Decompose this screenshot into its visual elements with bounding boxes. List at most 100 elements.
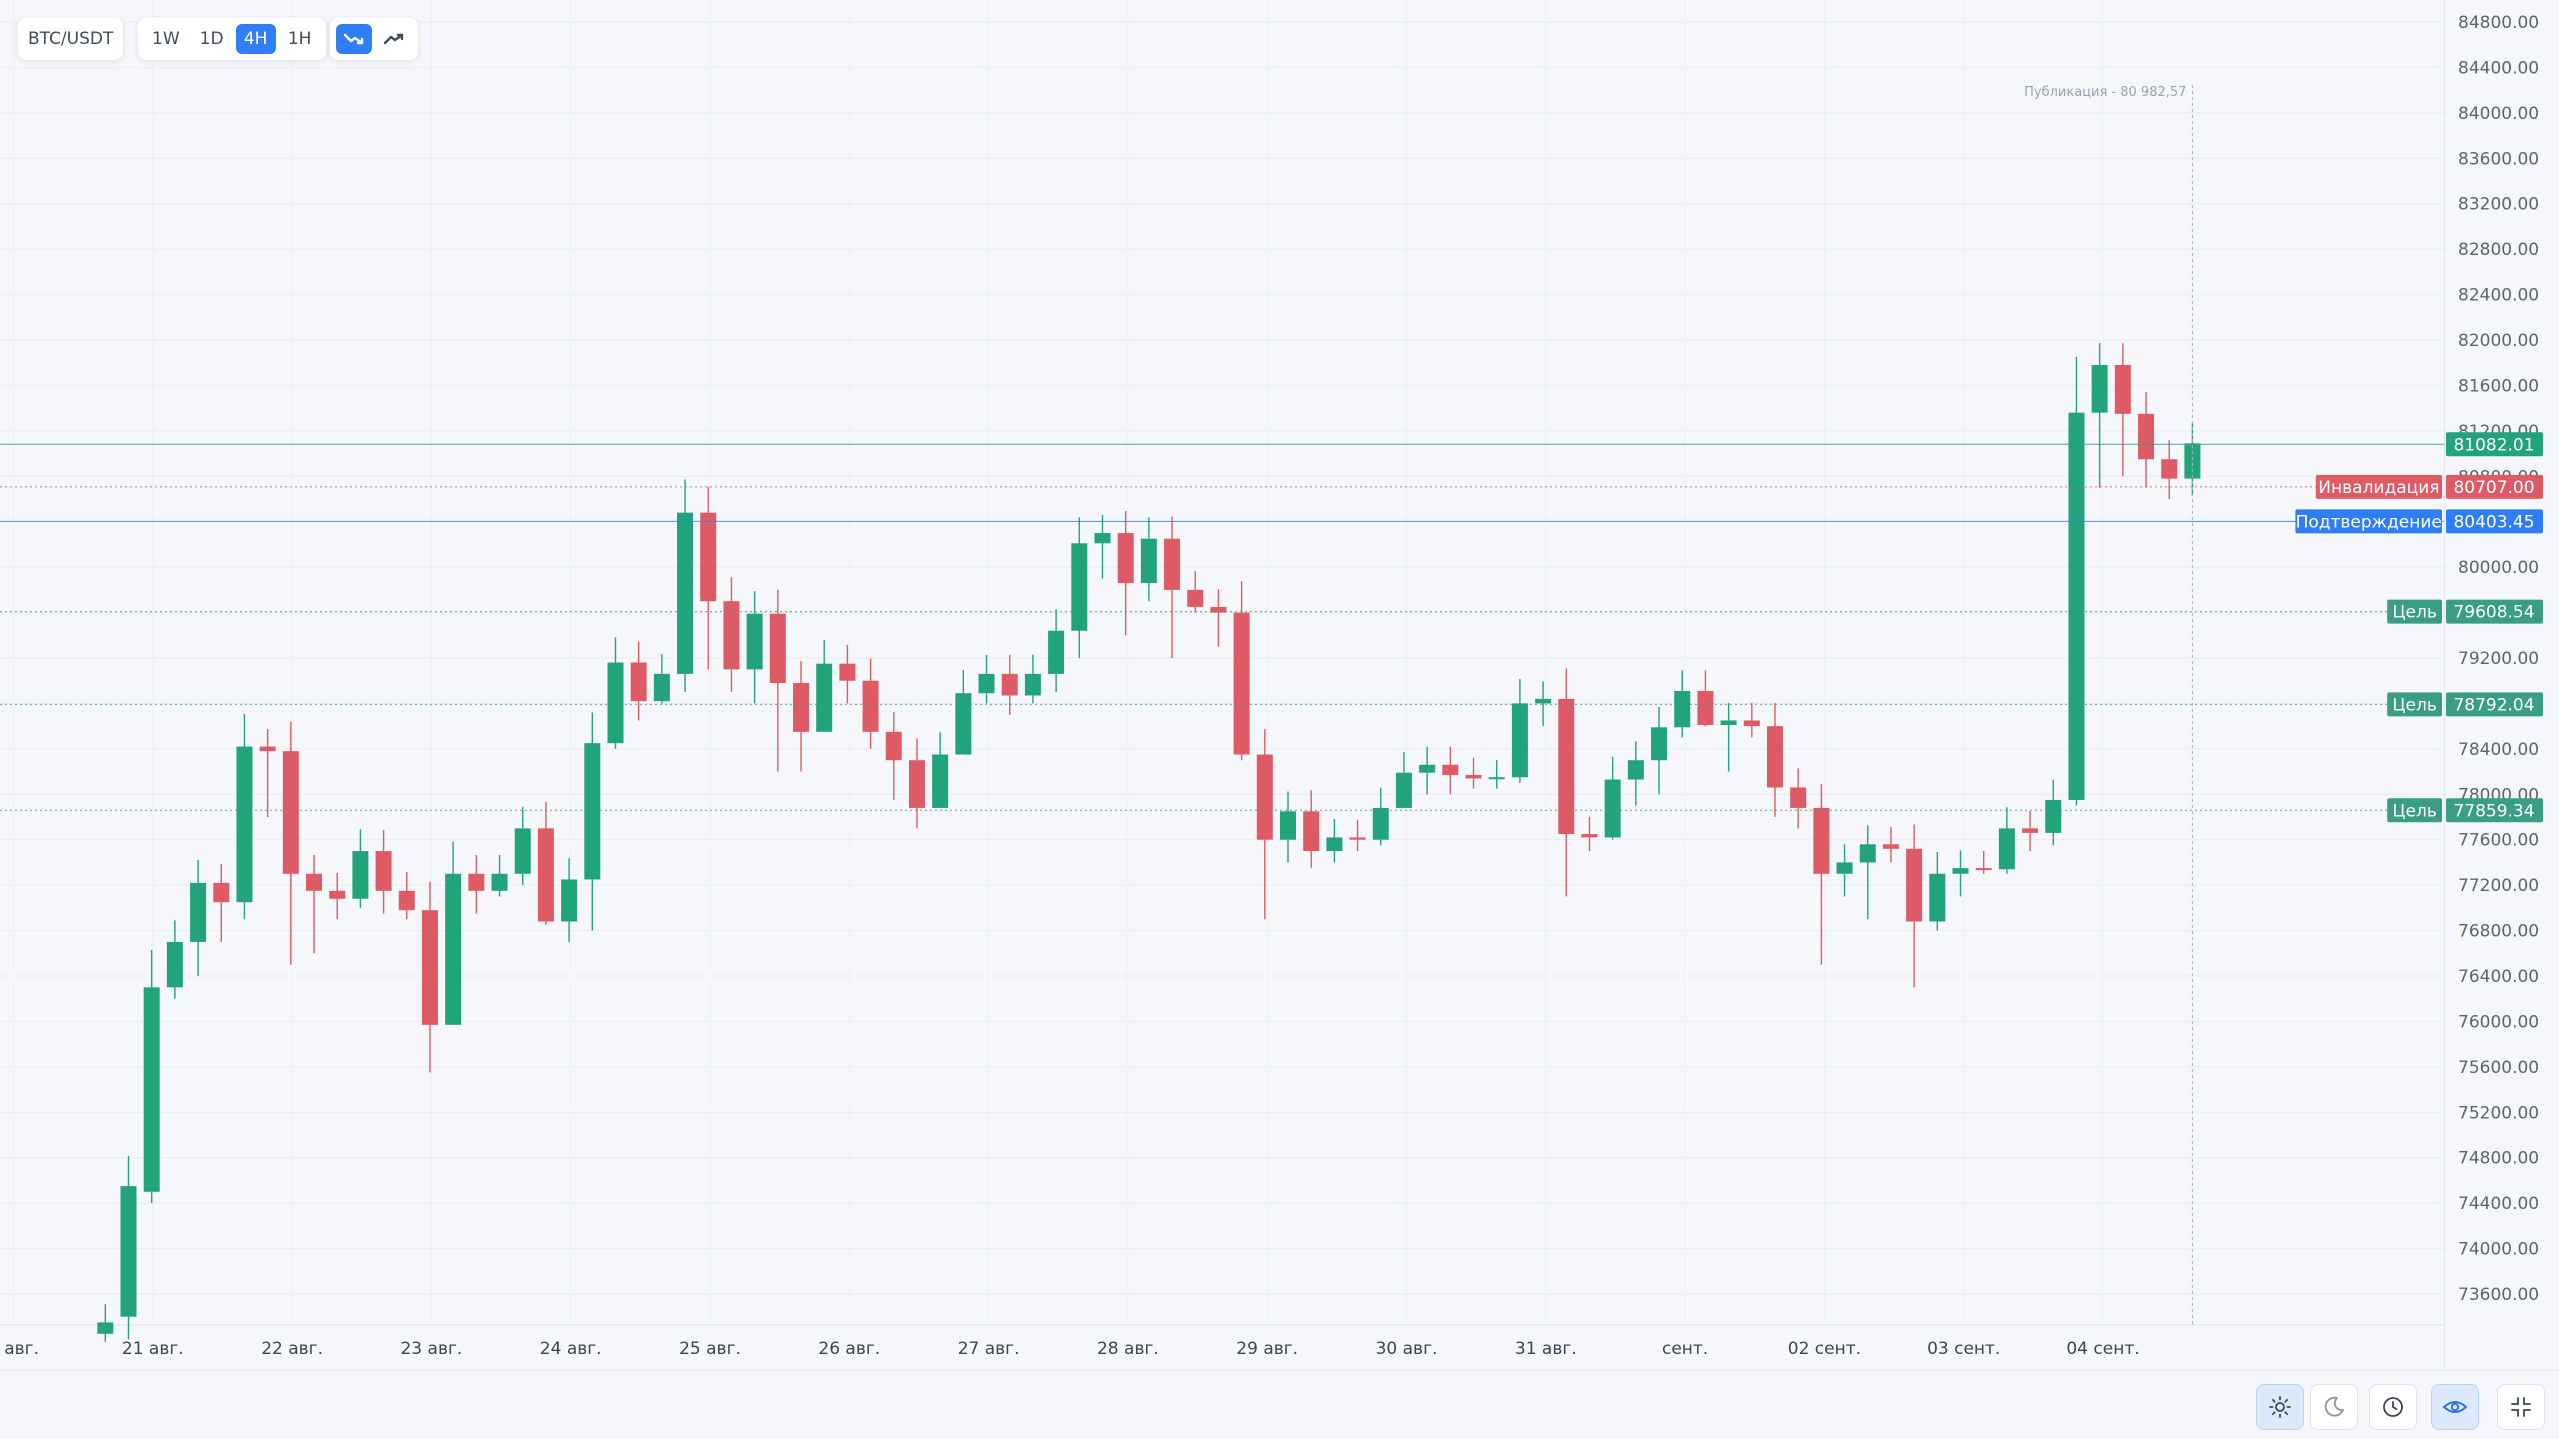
date-tick-label: 27 авг.	[958, 1339, 1020, 1359]
candle-body	[978, 673, 995, 694]
price-tick-label: 78400.00	[2458, 740, 2539, 760]
price-level-value: 77859.34	[2453, 801, 2534, 821]
candle-body	[769, 613, 786, 683]
candle-body	[213, 882, 230, 903]
price-tick-label: 84000.00	[2458, 104, 2539, 124]
candle-body	[1164, 538, 1181, 590]
candle-body	[1048, 630, 1065, 674]
price-level-value: 80707.00	[2453, 478, 2534, 498]
date-tick-label: 23 авг.	[400, 1339, 462, 1359]
pair-selector[interactable]: BTC/USDT	[18, 18, 124, 60]
price-tick-label: 84800.00	[2458, 13, 2539, 33]
candle-body	[1395, 772, 1412, 808]
candle-body	[1326, 837, 1343, 852]
candle-body	[1604, 779, 1621, 838]
candle-body	[2161, 459, 2178, 479]
candle-body	[1280, 811, 1296, 840]
price-level-label: Подтверждение	[2296, 512, 2442, 532]
price-level-tag	[2446, 599, 2543, 624]
price-level-label-tag	[2315, 474, 2442, 499]
moon-icon[interactable]	[2310, 1384, 2358, 1430]
date-tick-label: 25 авг.	[679, 1339, 741, 1359]
price-level-label-tag	[2295, 509, 2442, 534]
candle-body	[1094, 533, 1111, 544]
price-tick-label: 74000.00	[2458, 1240, 2539, 1260]
candle-body	[1488, 777, 1505, 780]
candle-body	[1743, 720, 1760, 727]
candle-body	[166, 941, 183, 988]
candle-body	[1836, 862, 1853, 874]
candle-body	[1674, 690, 1691, 728]
candle-body	[190, 882, 207, 942]
candle-body	[1140, 538, 1157, 584]
candle-body	[2184, 443, 2201, 479]
price-axis[interactable]	[2444, 0, 2559, 1370]
candle-body	[1859, 844, 1876, 863]
price-tick-label: 81600.00	[2458, 376, 2539, 396]
price-tick-label: 83600.00	[2458, 149, 2539, 169]
price-level-value: 81082.01	[2453, 435, 2534, 455]
candle-body	[885, 731, 902, 761]
price-tick-label: 76400.00	[2458, 967, 2539, 987]
candle-body	[1627, 760, 1644, 780]
candle-body	[2138, 413, 2155, 460]
date-tick-label: 26 авг.	[818, 1339, 880, 1359]
candle-body	[1790, 787, 1807, 808]
price-tick-label: 84400.00	[2458, 58, 2539, 78]
candle-body	[1372, 807, 1389, 840]
candle-body	[306, 873, 323, 891]
timeframe-1d-button[interactable]: 1D	[199, 29, 224, 49]
candle-body	[1511, 703, 1528, 778]
candle-body	[1419, 764, 1436, 773]
candle-body	[491, 873, 508, 891]
price-tick-label: 76800.00	[2458, 922, 2539, 942]
price-tick-label: 74400.00	[2458, 1194, 2539, 1214]
candle-body	[584, 743, 601, 880]
date-tick-label: 21 авг.	[122, 1339, 184, 1359]
price-level-label-tag	[2387, 599, 2442, 624]
candle-body	[839, 663, 856, 681]
candle-body	[607, 662, 624, 744]
price-level-label-tag	[2387, 798, 2442, 823]
candles-down-icon[interactable]	[336, 24, 372, 54]
line-chart-icon[interactable]	[376, 24, 412, 54]
price-level-tag	[2446, 474, 2543, 499]
timeframe-1h-button[interactable]: 1H	[287, 29, 312, 49]
price-tick-label: 73600.00	[2458, 1285, 2539, 1305]
date-tick-label: 22 авг.	[261, 1339, 323, 1359]
eye-icon[interactable]	[2431, 1384, 2479, 1430]
candlestick-chart[interactable]: 84800.00 84400.00 84000.00 83600.00 83200.00…	[0, 0, 2559, 1370]
candle-body	[1975, 868, 1992, 871]
candle-body	[955, 693, 972, 755]
candle-body	[398, 890, 415, 911]
timeframe-1w-button[interactable]: 1W	[152, 29, 180, 49]
candle-body	[1303, 811, 1320, 852]
candle-body	[1906, 848, 1923, 922]
candle-body	[421, 910, 438, 1025]
candle-body	[700, 512, 717, 602]
date-tick-label: 04 сент.	[2066, 1339, 2139, 1359]
price-level-label: Инвалидация	[2318, 478, 2439, 498]
candle-body	[120, 1186, 137, 1317]
date-tick-label: 0 авг.	[0, 1339, 39, 1359]
date-tick-label: 03 сент.	[1927, 1339, 2000, 1359]
pair-label: BTC/USDT	[28, 29, 114, 49]
collapse-icon[interactable]	[2497, 1384, 2545, 1430]
price-tick-label: 83200.00	[2458, 195, 2539, 215]
candle-body	[1813, 807, 1830, 874]
candle-body	[1697, 690, 1714, 726]
chart-area[interactable]: 84800.00 84400.00 84000.00 83600.00 83200.00…	[0, 0, 2559, 1370]
timeframe-4h-button[interactable]: 4H	[235, 24, 276, 54]
candle-body	[1581, 834, 1598, 838]
candle-body	[2045, 799, 2062, 833]
candle-body	[537, 828, 554, 922]
candle-body	[1929, 873, 1946, 922]
candle-body	[793, 682, 810, 732]
date-tick-label: 24 авг.	[540, 1339, 602, 1359]
price-level-value: 78792.04	[2453, 695, 2534, 715]
candle-body	[2091, 364, 2108, 413]
candle-body	[1187, 589, 1204, 607]
price-tick-label: 77200.00	[2458, 876, 2539, 896]
sun-icon[interactable]	[2256, 1384, 2304, 1430]
clock-icon[interactable]	[2369, 1384, 2417, 1430]
